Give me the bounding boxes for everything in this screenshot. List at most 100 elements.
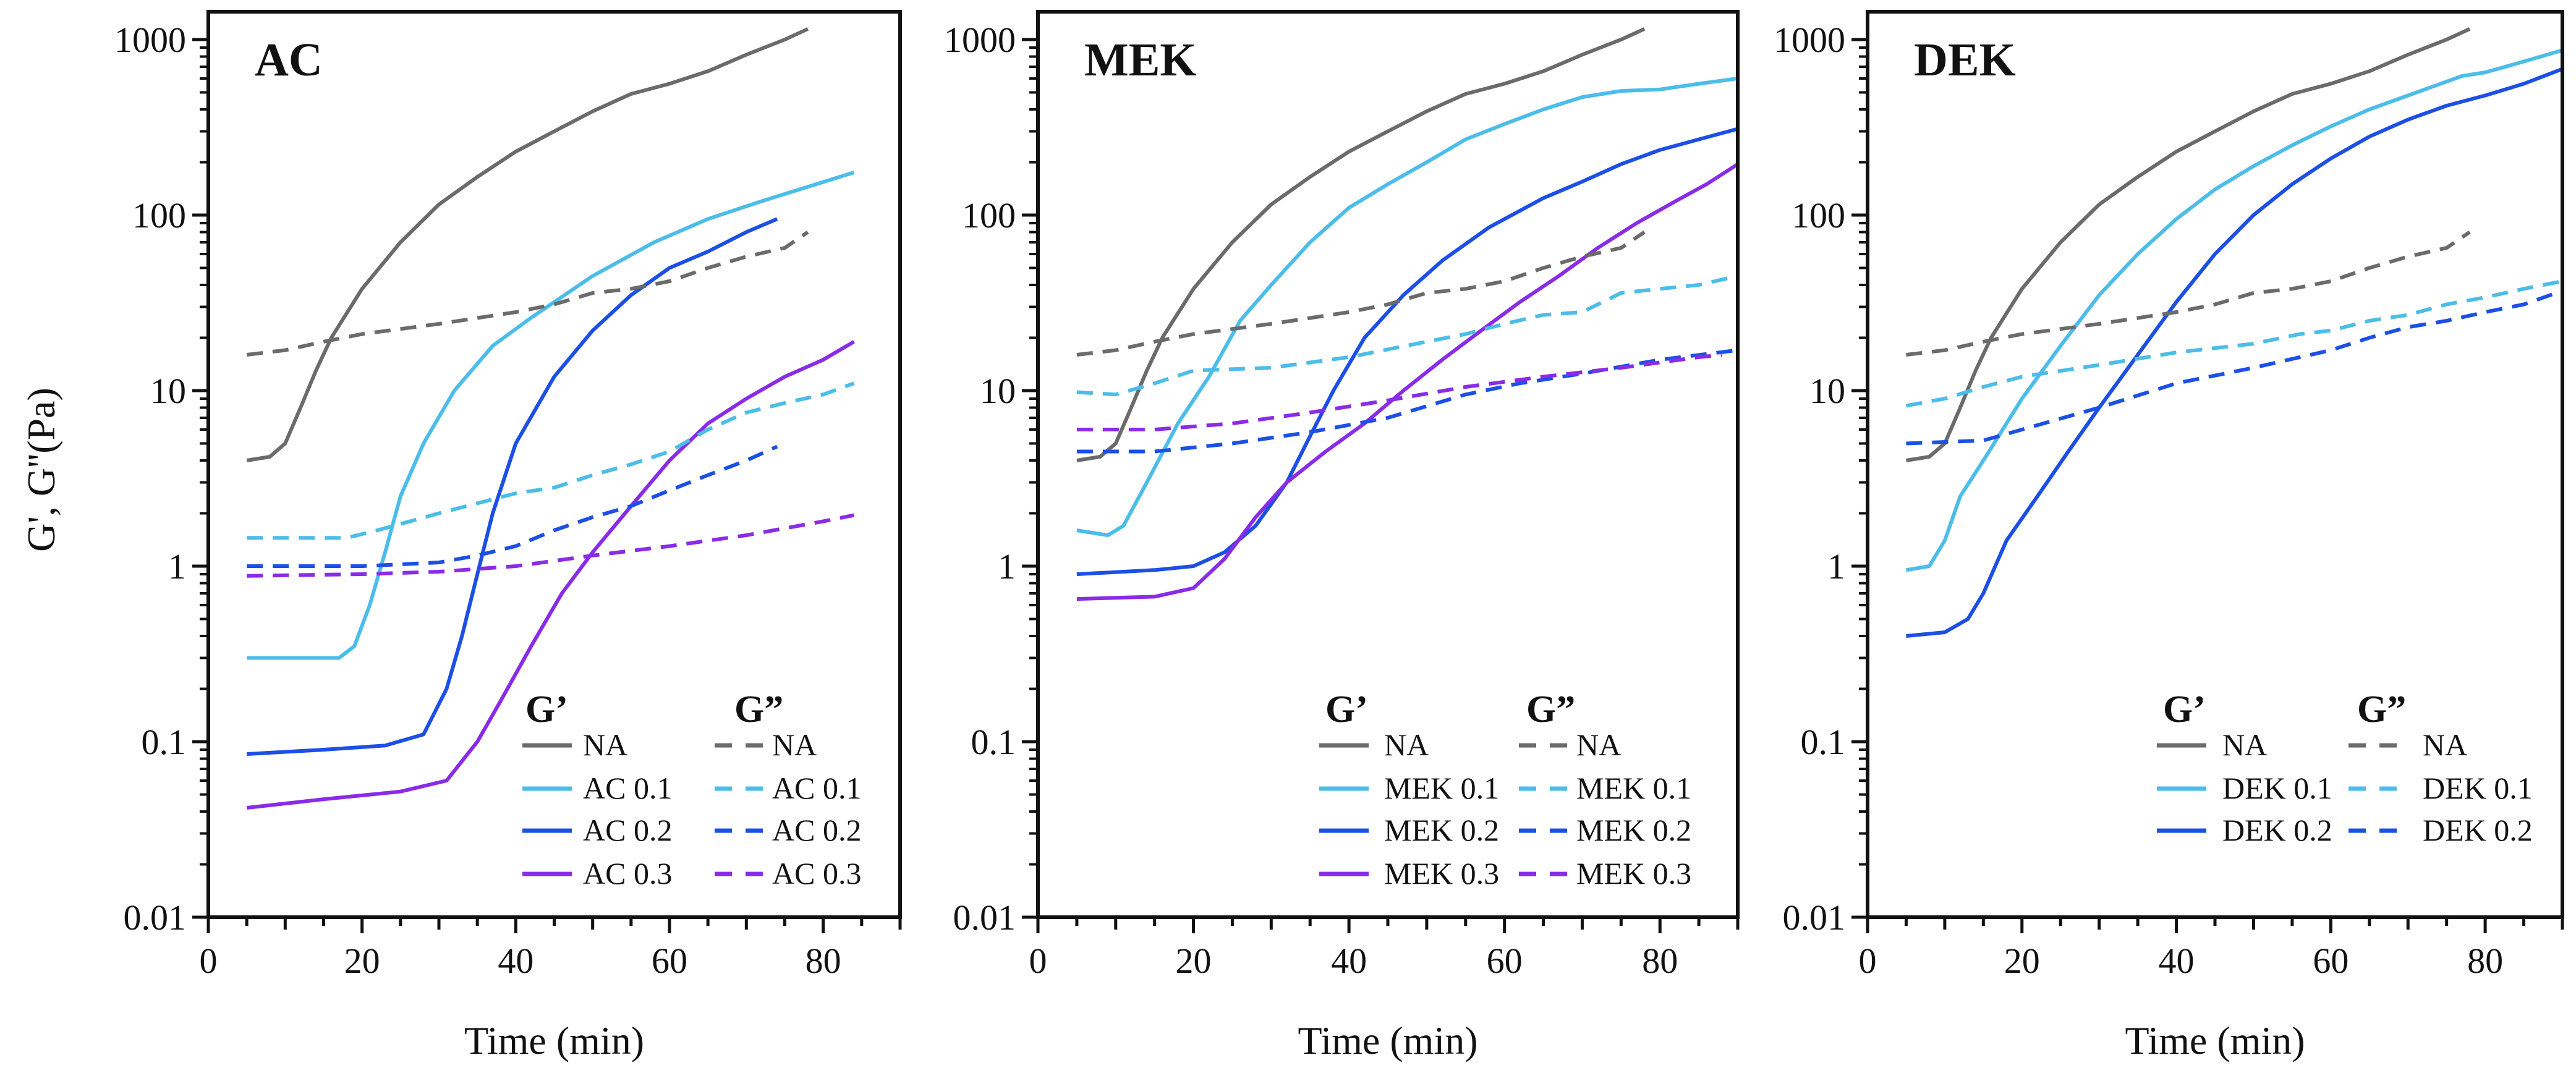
y-tick-label: 100	[962, 195, 1016, 235]
legend-label: MEK 0.3	[1576, 856, 1691, 891]
y-tick-label: 0.01	[953, 897, 1016, 938]
y-tick-label: 0.01	[1783, 897, 1846, 938]
series-line-ac-0-3-g1	[246, 340, 855, 810]
x-tick-label: 40	[2159, 941, 2195, 981]
x-tick-label: 20	[1176, 941, 1212, 981]
y-tick-label: 0.01	[124, 897, 187, 938]
legend-header-g1: G’	[1325, 689, 1368, 731]
y-tick-label: 1000	[114, 20, 186, 60]
legend: G’ G” NA DEK 0.1 DEK 0.2 NA DEK 0.1 DEK 0.2	[2157, 689, 2533, 847]
legend-label: NA	[2423, 727, 2467, 762]
legend-header-g2: G”	[2357, 689, 2406, 731]
series-line-na-g1	[1905, 27, 2471, 462]
x-tick-label: 20	[344, 941, 380, 981]
panel-ac: 0 20 40 60 80 0.01 0.1 1 10 100 1000 AC Time (min) G'…	[19, 10, 902, 1062]
legend-label: NA	[2222, 727, 2267, 762]
x-axis-title: Time (min)	[2125, 1019, 2305, 1062]
legend-label: AC 0.2	[772, 813, 861, 847]
series-line-na-g1	[1076, 27, 1646, 462]
panel-title: MEK	[1084, 34, 1197, 86]
x-tick-label: 60	[652, 941, 687, 981]
legend-label: NA	[1384, 727, 1429, 762]
series-line-dek-0-2-g2	[1906, 289, 2563, 446]
series-group	[246, 27, 855, 810]
legend-label: AC 0.3	[583, 856, 672, 891]
legend-label: DEK 0.2	[2423, 813, 2533, 847]
series-line-dek-0-1-g1	[1905, 48, 2563, 572]
legend-label: MEK 0.3	[1384, 856, 1499, 891]
series-group	[1905, 27, 2564, 638]
legend-header-g1: G’	[2163, 689, 2206, 731]
x-tick-label: 60	[1487, 941, 1523, 981]
x-tick-label: 20	[2004, 941, 2040, 981]
legend-header-g2: G”	[1526, 689, 1575, 731]
series-line-dek-0-1-g2	[1905, 279, 2563, 408]
x-tick-label: 40	[498, 941, 533, 981]
panel-title: DEK	[1914, 34, 2016, 86]
x-tick-label: 40	[1331, 941, 1367, 981]
series-line-mek-0-3-g1	[1076, 163, 1739, 601]
panel-dek: 0 20 40 60 80 0.01 0.1 1 10 100 1000 DEK Time (min) G…	[1774, 10, 2564, 1062]
y-tick-label: 100	[1792, 195, 1845, 235]
y-tick-label: 1	[168, 546, 186, 587]
y-tick-label: 10	[150, 371, 186, 411]
series-line-mek-0-1-g1	[1076, 77, 1738, 537]
y-tick-label: 0.1	[142, 722, 187, 762]
series-line-mek-0-3-g2	[1076, 353, 1723, 431]
legend-label: MEK 0.1	[1576, 771, 1691, 805]
series-line-dek-0-2-g1	[1906, 67, 2564, 638]
x-tick-label: 0	[1859, 941, 1877, 981]
y-tick-label: 1	[998, 546, 1016, 587]
y-tick-label: 0.1	[1801, 722, 1846, 762]
legend-label: DEK 0.1	[2423, 771, 2533, 805]
y-tick-label: 1000	[1774, 20, 1845, 60]
series-line-mek-0-1-g2	[1076, 274, 1738, 397]
series-line-mek-0-2-g1	[1076, 127, 1738, 576]
y-tick-label: 1000	[944, 20, 1016, 60]
series-line-ac-0-2-g2	[247, 444, 778, 568]
x-tick-label: 80	[806, 941, 841, 981]
x-axis-title: Time (min)	[1298, 1019, 1478, 1062]
series-line-na-g1	[246, 27, 809, 462]
x-tick-label: 0	[1029, 941, 1047, 981]
x-tick-label: 60	[2313, 941, 2349, 981]
series-line-ac-0-1-g2	[247, 381, 855, 540]
x-tick-label: 0	[200, 941, 218, 981]
legend-label: AC 0.3	[772, 856, 861, 891]
y-axis-title: G', G''(Pa)	[19, 388, 63, 552]
legend-label: NA	[772, 727, 817, 762]
panel-mek: 0 20 40 60 80 0.01 0.1 1 10 100 1000 MEK Time (min) G…	[944, 10, 1740, 1062]
series-line-ac-0-3-g2	[247, 513, 854, 578]
series-line-na-g2	[1076, 231, 1646, 357]
x-tick-label: 80	[1642, 941, 1678, 981]
series-line-na-g2	[1906, 231, 2471, 357]
panel-title: AC	[255, 34, 323, 86]
y-tick-label: 0.1	[971, 722, 1016, 762]
series-group	[1076, 27, 1739, 601]
legend-label: AC 0.1	[772, 771, 861, 805]
legend-label: DEK 0.2	[2222, 813, 2332, 847]
legend-label: NA	[1576, 727, 1621, 762]
y-tick-label: 1	[1827, 546, 1845, 587]
legend-label: MEK 0.1	[1384, 771, 1499, 805]
series-line-ac-0-2-g1	[247, 217, 778, 756]
legend-header-g2: G”	[734, 689, 783, 731]
legend-label: MEK 0.2	[1384, 813, 1499, 847]
x-tick-label: 80	[2467, 941, 2503, 981]
y-tick-label: 10	[1809, 371, 1845, 411]
legend-label: DEK 0.1	[2222, 771, 2332, 805]
legend-label: AC 0.1	[583, 771, 672, 805]
x-axis-title: Time (min)	[464, 1019, 644, 1062]
series-line-na-g2	[246, 231, 809, 357]
legend-label: AC 0.2	[583, 813, 672, 847]
legend-label: NA	[583, 727, 627, 762]
y-tick-label: 10	[980, 371, 1016, 411]
legend-header-g1: G’	[525, 689, 568, 731]
legend-label: MEK 0.2	[1576, 813, 1691, 847]
series-line-ac-0-1-g1	[247, 171, 855, 660]
